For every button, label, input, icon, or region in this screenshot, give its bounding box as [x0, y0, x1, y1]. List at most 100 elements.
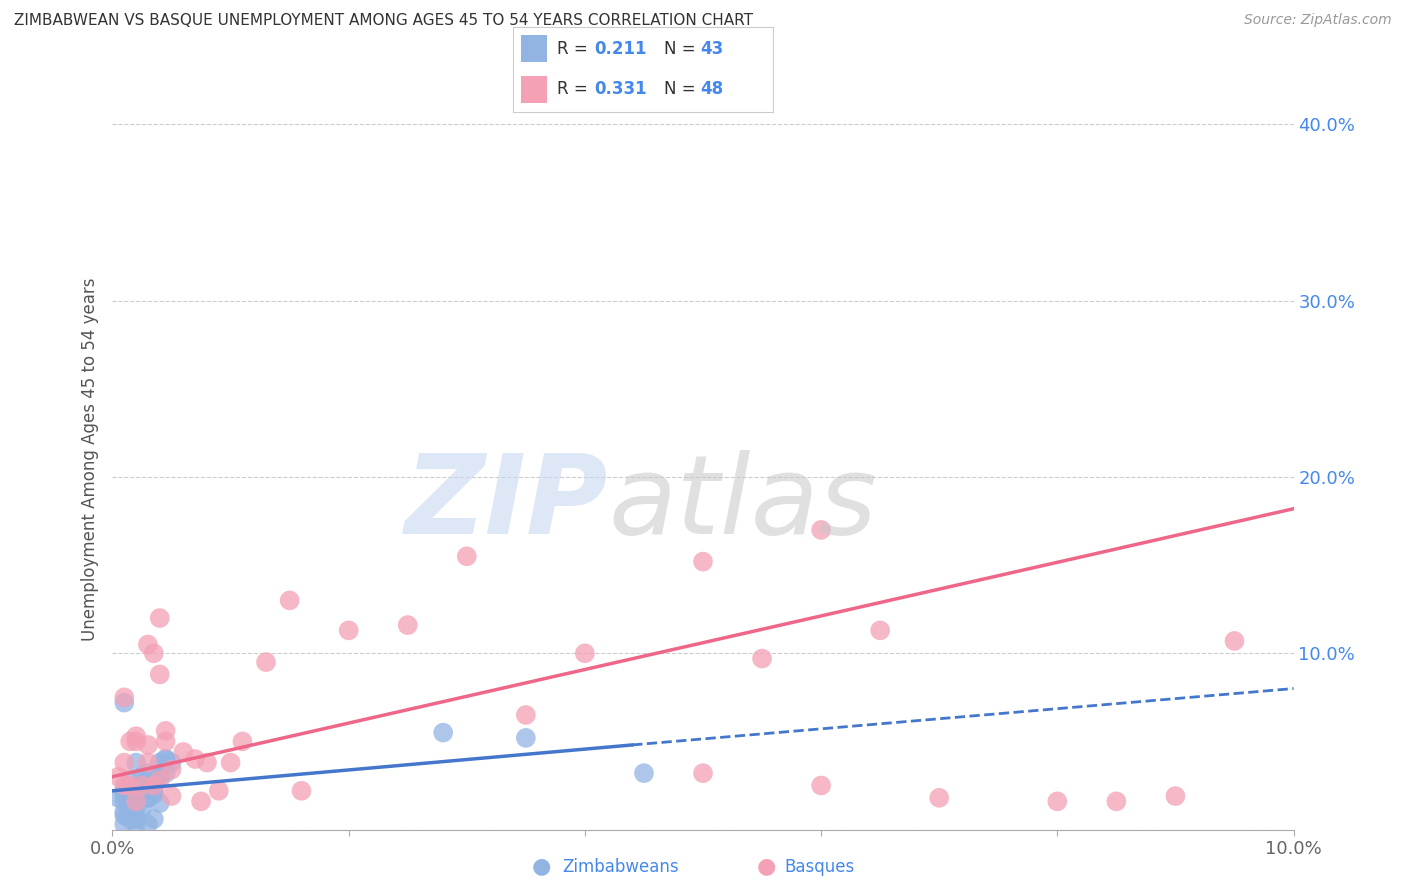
Text: N =: N =	[664, 80, 702, 98]
Text: Basques: Basques	[785, 858, 855, 876]
Point	[142, 779, 165, 793]
Point	[131, 779, 153, 793]
Point	[1046, 794, 1069, 808]
Point	[869, 624, 891, 638]
Text: ●: ●	[531, 856, 551, 876]
Text: Source: ZipAtlas.com: Source: ZipAtlas.com	[1244, 13, 1392, 28]
Point	[160, 756, 183, 770]
Point	[231, 734, 253, 748]
Point	[692, 766, 714, 780]
Point	[136, 766, 159, 780]
Point	[120, 734, 142, 748]
Point	[120, 773, 142, 788]
Bar	[522, 36, 547, 62]
Point	[515, 708, 537, 723]
Point	[112, 779, 135, 793]
Point	[751, 651, 773, 665]
Point	[456, 549, 478, 564]
Point	[125, 812, 148, 826]
Point	[515, 731, 537, 745]
Point	[136, 756, 159, 770]
Point	[432, 725, 454, 739]
Point	[125, 787, 148, 801]
Point	[112, 808, 135, 822]
Text: N =: N =	[664, 40, 702, 58]
Text: ZIMBABWEAN VS BASQUE UNEMPLOYMENT AMONG AGES 45 TO 54 YEARS CORRELATION CHART: ZIMBABWEAN VS BASQUE UNEMPLOYMENT AMONG …	[14, 13, 754, 29]
Point	[112, 817, 135, 831]
Point	[337, 624, 360, 638]
Point	[155, 766, 177, 780]
Point	[1164, 789, 1187, 803]
Point	[136, 738, 159, 752]
Point	[155, 723, 177, 738]
Point	[142, 812, 165, 826]
Text: 43: 43	[700, 40, 724, 58]
Point	[112, 794, 135, 808]
Point	[120, 805, 142, 819]
Point	[149, 766, 172, 780]
Point	[142, 779, 165, 793]
Point	[149, 773, 172, 788]
Point	[112, 756, 135, 770]
Point	[172, 745, 194, 759]
Point	[208, 784, 231, 798]
Point	[692, 555, 714, 569]
Text: 48: 48	[700, 80, 724, 98]
Point	[160, 789, 183, 803]
Point	[107, 770, 129, 784]
Text: ZIP: ZIP	[405, 450, 609, 558]
Bar	[522, 76, 547, 103]
Point	[107, 790, 129, 805]
Point	[120, 779, 142, 793]
Text: atlas: atlas	[609, 450, 877, 558]
Point	[125, 801, 148, 815]
Text: Zimbabweans: Zimbabweans	[562, 858, 679, 876]
Point	[574, 646, 596, 660]
Point	[125, 812, 148, 826]
Point	[1105, 794, 1128, 808]
Point	[155, 752, 177, 766]
Point	[219, 756, 242, 770]
Text: 0.331: 0.331	[593, 80, 647, 98]
Point	[131, 779, 153, 793]
Point	[112, 784, 135, 798]
Point	[125, 756, 148, 770]
Point	[290, 784, 312, 798]
Point	[195, 756, 218, 770]
Point	[149, 796, 172, 810]
Point	[125, 734, 148, 748]
Point	[125, 794, 148, 808]
Point	[120, 812, 142, 826]
Text: 0.211: 0.211	[593, 40, 647, 58]
Point	[112, 696, 135, 710]
Point	[810, 779, 832, 793]
Point	[396, 618, 419, 632]
Point	[136, 790, 159, 805]
Point	[149, 770, 172, 784]
Point	[278, 593, 301, 607]
Point	[125, 794, 148, 808]
Y-axis label: Unemployment Among Ages 45 to 54 years: Unemployment Among Ages 45 to 54 years	[80, 277, 98, 641]
Point	[1223, 634, 1246, 648]
Text: R =: R =	[557, 40, 593, 58]
Point	[155, 734, 177, 748]
Point	[254, 655, 277, 669]
Text: R =: R =	[557, 80, 593, 98]
Point	[112, 690, 135, 705]
Point	[633, 766, 655, 780]
Point	[142, 787, 165, 801]
Point	[136, 637, 159, 651]
Point	[131, 770, 153, 784]
Text: ●: ●	[756, 856, 776, 876]
Point	[112, 787, 135, 801]
Point	[149, 611, 172, 625]
Point	[136, 773, 159, 788]
Point	[112, 805, 135, 819]
Point	[142, 784, 165, 798]
Point	[120, 797, 142, 812]
Point	[125, 729, 148, 743]
Point	[142, 646, 165, 660]
Point	[928, 790, 950, 805]
Point	[184, 752, 207, 766]
Point	[125, 817, 148, 831]
